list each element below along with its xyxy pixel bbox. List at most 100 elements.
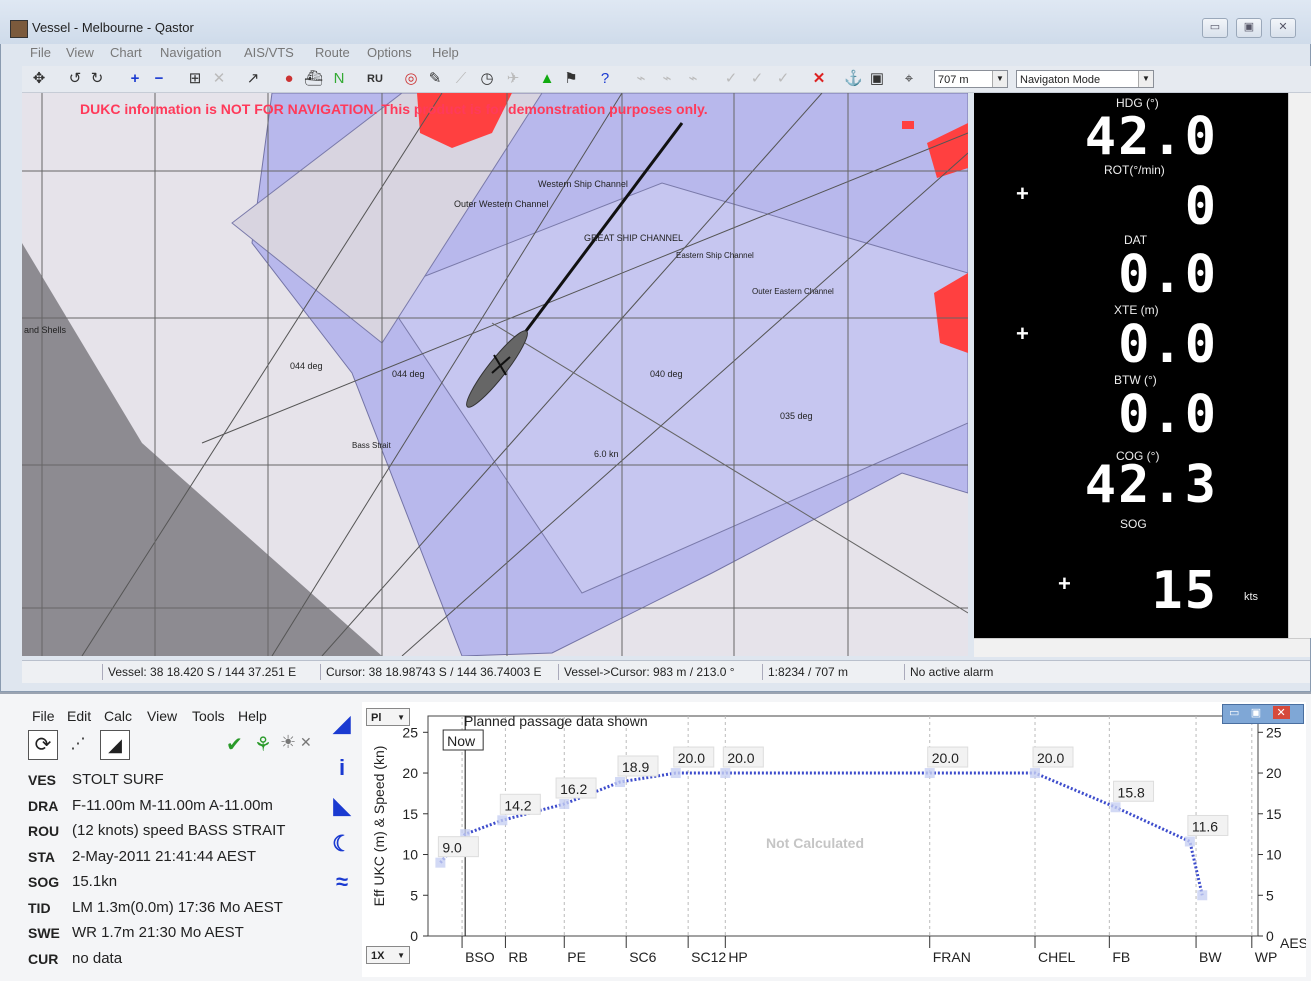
vertical-scrollbar[interactable] [1288, 93, 1311, 638]
land-area [417, 93, 512, 148]
waypoint-label: PE [567, 949, 586, 965]
y-tick-label: 5 [410, 887, 418, 903]
window-title: Vessel - Melbourne - Qastor [32, 20, 194, 35]
plot-window-controls[interactable]: ▭ ▣ ✕ [1222, 704, 1304, 724]
gauge-mode-icon[interactable]: ◢ [333, 711, 351, 736]
data-label: 15.8 [1118, 784, 1145, 800]
menu-route[interactable]: Route [315, 45, 350, 60]
mode-select[interactable]: Navigaton Mode ▼ [1016, 70, 1154, 88]
waypoint-label: HP [728, 949, 747, 965]
rotate-icon[interactable]: ↺ [68, 70, 82, 87]
y-tick-label: 10 [402, 847, 418, 863]
zoom-in-icon[interactable]: + [130, 70, 140, 87]
wave-icon[interactable]: ≈ [335, 869, 349, 894]
line-icon[interactable]: ⟋ [455, 70, 467, 87]
menu-help[interactable]: Help [432, 45, 459, 60]
info-icon[interactable]: i [338, 755, 346, 780]
moon-icon[interactable]: ☾ [332, 831, 352, 856]
vessel-position: Vessel: 38 18.420 S / 144 37.251 E [102, 664, 296, 680]
route-delete-icon[interactable]: ⌁ [688, 70, 698, 87]
refresh-icon[interactable]: ⟳ [28, 730, 58, 760]
dukc-menu-edit[interactable]: Edit [67, 708, 92, 724]
menu-bar: File View Chart Navigation AIS/VTS Route… [22, 44, 1311, 64]
mode-select-value: Navigaton Mode [1020, 74, 1101, 86]
menu-file[interactable]: File [30, 45, 51, 60]
flag-icon[interactable]: ⚑ [564, 70, 578, 87]
measure-icon[interactable]: ↗ [246, 70, 260, 87]
route-line [401, 152, 968, 656]
bulb-icon[interactable]: ☀ [280, 732, 297, 752]
target-icon[interactable]: ● [284, 70, 294, 87]
route-edit-icon[interactable]: ⌁ [662, 70, 672, 87]
screen-icon[interactable]: ▣ [869, 70, 885, 87]
field-key: CUR [28, 951, 59, 967]
rotate-right-icon[interactable]: ↻ [90, 70, 104, 87]
nautical-chart[interactable]: DUKC information is NOT FOR NAVIGATION. … [22, 93, 968, 656]
dukc-menu-calc[interactable]: Calc [104, 708, 133, 724]
menu-chart[interactable]: Chart [110, 45, 142, 60]
mark-icon[interactable]: ◎ [404, 70, 418, 87]
wp-add-icon[interactable]: ✓ [724, 70, 738, 87]
triangle-icon[interactable]: ▲ [539, 70, 555, 87]
waypoint-label: SC12 [691, 949, 726, 965]
waypoint-label: BSO [465, 949, 495, 965]
maximize-button[interactable]: ▣ [1236, 18, 1262, 38]
dukc-menu-view[interactable]: View [147, 708, 178, 724]
series-point [670, 768, 681, 779]
waypoints-icon[interactable]: ⋰ [70, 735, 86, 752]
hdg-label: HDG (°) [1116, 96, 1159, 110]
tool-icon[interactable]: ✈ [506, 70, 520, 87]
bulb-off-icon[interactable]: ✕ [300, 734, 312, 750]
y-tick-label: 20 [1266, 765, 1282, 781]
fit-icon[interactable]: ⊞ [188, 70, 202, 87]
plot-select[interactable]: Pl ▼ [366, 708, 410, 726]
range-select[interactable]: 707 m ▼ [934, 70, 1008, 88]
menu-options[interactable]: Options [367, 45, 412, 60]
expand-icon[interactable]: ✕ [212, 70, 226, 87]
close-button[interactable]: ✕ [1270, 18, 1296, 38]
plot-minimize-icon[interactable]: ▭ [1229, 707, 1240, 719]
ship-icon[interactable]: ⛴ [304, 70, 324, 87]
plot-close-icon[interactable]: ✕ [1272, 706, 1290, 719]
chart-label: Western Ship Channel [538, 179, 628, 189]
plot-restore-icon[interactable]: ▣ [1250, 707, 1262, 719]
gauge-icon[interactable]: ◢ [100, 730, 130, 760]
waypoint-label: FRAN [933, 949, 971, 965]
menu-view[interactable]: View [66, 45, 94, 60]
dat-value: 0.0 [1118, 245, 1218, 305]
sextant-icon[interactable]: ⌖ [904, 70, 914, 87]
horizontal-scrollbar[interactable] [974, 638, 1310, 657]
series-point [559, 799, 570, 809]
menu-ais-vts[interactable]: AIS/VTS [244, 45, 294, 60]
app-icon [10, 20, 28, 38]
north-icon[interactable]: N [333, 70, 345, 87]
help-cursor-icon[interactable]: ? [600, 70, 610, 87]
range-select-value: 707 m [938, 74, 969, 86]
clock-icon[interactable]: ◷ [480, 70, 494, 87]
anchor-icon[interactable]: ⚓ [844, 70, 863, 87]
cog-label: COG (°) [1116, 449, 1160, 463]
wp-edit-icon[interactable]: ✓ [750, 70, 764, 87]
wp-delete-icon[interactable]: ✓ [776, 70, 790, 87]
tree-icon[interactable]: ⚘ [254, 734, 272, 756]
minimize-button[interactable]: ▭ [1202, 18, 1228, 38]
data-label: 20.0 [932, 750, 959, 766]
route-line [321, 93, 823, 656]
chevron-down-icon: ▼ [397, 951, 405, 960]
y-tick-label: 0 [1266, 928, 1274, 944]
ship-mode-icon[interactable]: ◣ [333, 793, 351, 818]
dukc-menu-help[interactable]: Help [238, 708, 267, 724]
compass-icon[interactable]: ✥ [32, 70, 46, 87]
dukc-menu-file[interactable]: File [32, 708, 55, 724]
menu-navigation[interactable]: Navigation [160, 45, 222, 60]
check-icon[interactable]: ✔ [226, 734, 243, 756]
dukc-menu-tools[interactable]: Tools [192, 708, 225, 724]
route-line [271, 93, 623, 656]
demo-warning: DUKC information is NOT FOR NAVIGATION. … [80, 101, 708, 117]
zoom-out-icon[interactable]: − [154, 70, 164, 87]
route-add-icon[interactable]: ⌁ [636, 70, 646, 87]
pencil-icon[interactable]: ✎ [428, 70, 442, 87]
ru-icon[interactable]: RU [367, 73, 383, 85]
cancel-icon[interactable]: ✕ [812, 70, 826, 87]
zoom-select[interactable]: 1X ▼ [366, 946, 410, 964]
